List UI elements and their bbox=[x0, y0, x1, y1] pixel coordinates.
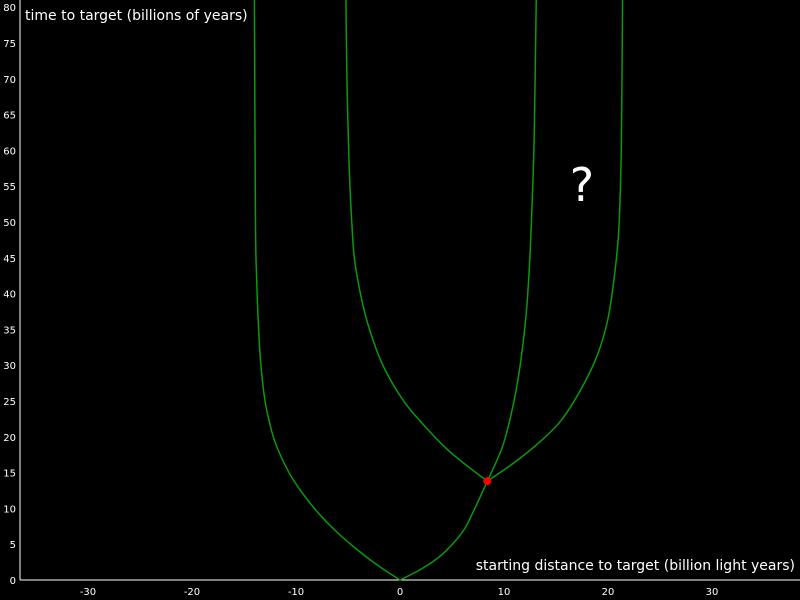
intersection-marker bbox=[483, 477, 492, 486]
y-tick-label: 5 bbox=[10, 540, 16, 551]
x-tick-label: 10 bbox=[498, 587, 511, 598]
y-tick-label: 60 bbox=[3, 146, 16, 157]
x-tick-label: -30 bbox=[80, 587, 96, 598]
x-tick-label: -20 bbox=[184, 587, 200, 598]
y-tick-label: 65 bbox=[3, 111, 16, 122]
y-tick-label: 75 bbox=[3, 39, 16, 50]
y-tick-label: 35 bbox=[3, 325, 16, 336]
y-tick-label: 0 bbox=[10, 576, 16, 587]
y-tick-label: 15 bbox=[3, 469, 16, 480]
x-tick-label: 20 bbox=[602, 587, 615, 598]
y-tick-label: 20 bbox=[3, 433, 16, 444]
y-tick-label: 50 bbox=[3, 218, 16, 229]
question-mark-annotation: ? bbox=[570, 158, 594, 212]
series-line-4 bbox=[486, 0, 624, 482]
y-tick-label: 10 bbox=[3, 504, 16, 515]
series-line-3 bbox=[345, 0, 488, 482]
x-tick-label: 0 bbox=[397, 587, 403, 598]
y-tick-label: 25 bbox=[3, 397, 16, 408]
y-tick-label: 80 bbox=[3, 3, 16, 14]
series-layer bbox=[253, 0, 624, 581]
y-tick-label: 55 bbox=[3, 182, 16, 193]
y-tick-label: 40 bbox=[3, 290, 16, 301]
x-tick-label: 30 bbox=[706, 587, 719, 598]
series-line-2 bbox=[399, 0, 537, 581]
series-line-1 bbox=[253, 0, 401, 581]
y-axis-title: time to target (billions of years) bbox=[25, 8, 248, 24]
tick-labels: -30 -20 -10 0 10 20 30 0 5 10 15 20 25 30 35 40 45 50 55 60… bbox=[3, 3, 718, 598]
x-tick-label: -10 bbox=[288, 587, 304, 598]
y-tick-label: 45 bbox=[3, 254, 16, 265]
y-tick-label: 70 bbox=[3, 75, 16, 86]
y-tick-label: 30 bbox=[3, 361, 16, 372]
x-axis-title: starting distance to target (billion lig… bbox=[476, 558, 795, 574]
